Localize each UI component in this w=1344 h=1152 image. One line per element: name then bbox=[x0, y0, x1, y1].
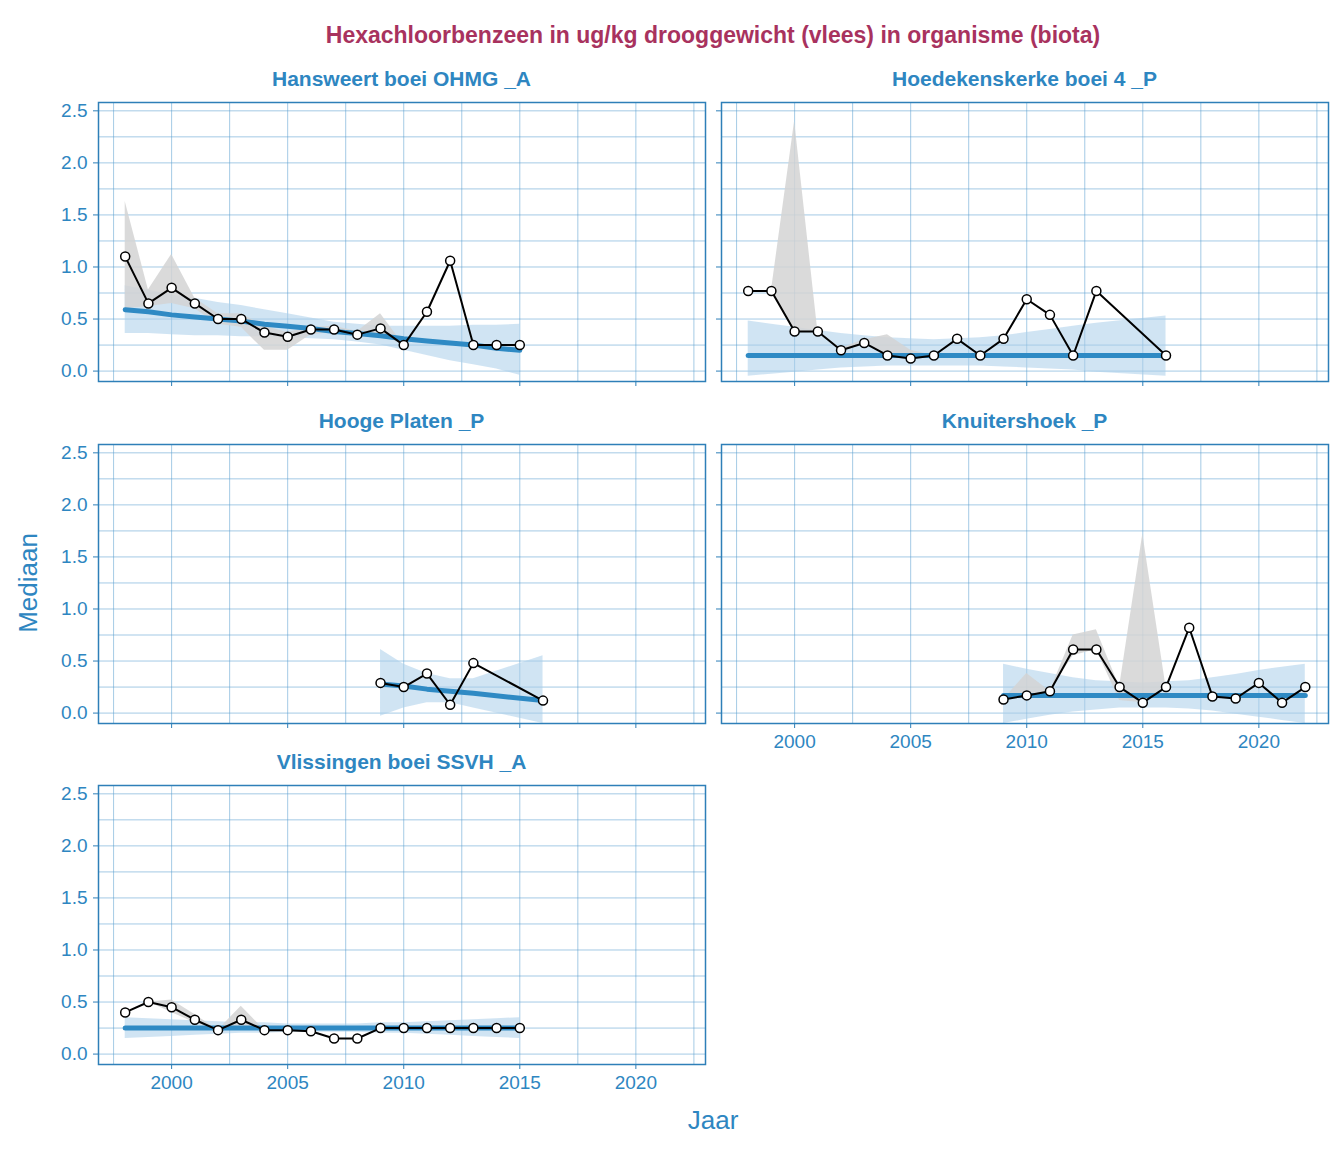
html-text:Jaar: Jaar bbox=[687, 1104, 739, 1135]
svg-text:2.0: 2.0 bbox=[61, 835, 87, 856]
svg-text:2.5: 2.5 bbox=[61, 442, 87, 463]
svg-text:2.0: 2.0 bbox=[61, 152, 87, 173]
svg-text:0.5: 0.5 bbox=[61, 308, 87, 329]
svg-text:1.0: 1.0 bbox=[61, 256, 87, 277]
svg-text:2015: 2015 bbox=[1122, 731, 1164, 752]
svg-text:1.5: 1.5 bbox=[61, 204, 87, 225]
svg-text:1.0: 1.0 bbox=[61, 939, 87, 960]
svg-text:2005: 2005 bbox=[267, 1072, 309, 1093]
svg-text:2020: 2020 bbox=[615, 1072, 657, 1093]
svg-text:0.5: 0.5 bbox=[61, 650, 87, 671]
svg-text:2005: 2005 bbox=[890, 731, 932, 752]
svg-text:2.5: 2.5 bbox=[61, 783, 87, 804]
html-text:Hansweert boei OHMG _A: Hansweert boei OHMG _A bbox=[272, 67, 531, 90]
html-text:Hooge Platen _P: Hooge Platen _P bbox=[318, 409, 485, 432]
html-text:Vlissingen boei SSVH _A: Vlissingen boei SSVH _A bbox=[276, 750, 527, 773]
html-text:Knuitershoek _P: Knuitershoek _P bbox=[941, 409, 1108, 432]
html-text:Hoedekenskerke boei 4 _P: Hoedekenskerke boei 4 _P bbox=[892, 67, 1157, 90]
html-text:Hexachloorbenzeen in ug/kg dro: Hexachloorbenzeen in ug/kg drooggewicht … bbox=[325, 22, 1101, 48]
svg-text:2000: 2000 bbox=[150, 1072, 192, 1093]
svg-text:2010: 2010 bbox=[1006, 731, 1048, 752]
svg-text:0.0: 0.0 bbox=[61, 360, 87, 381]
svg-text:2015: 2015 bbox=[499, 1072, 541, 1093]
svg-text:0.0: 0.0 bbox=[61, 1043, 87, 1064]
svg-text:2.5: 2.5 bbox=[61, 100, 87, 121]
svg-text:0.5: 0.5 bbox=[61, 991, 87, 1012]
svg-text:2000: 2000 bbox=[773, 731, 815, 752]
html-text:Mediaan: Mediaan bbox=[12, 533, 43, 633]
svg-text:2010: 2010 bbox=[383, 1072, 425, 1093]
svg-text:1.0: 1.0 bbox=[61, 598, 87, 619]
svg-text:1.5: 1.5 bbox=[61, 887, 87, 908]
svg-text:1.5: 1.5 bbox=[61, 546, 87, 567]
svg-text:2020: 2020 bbox=[1238, 731, 1280, 752]
svg-text:0.0: 0.0 bbox=[61, 702, 87, 723]
svg-text:2.0: 2.0 bbox=[61, 494, 87, 515]
